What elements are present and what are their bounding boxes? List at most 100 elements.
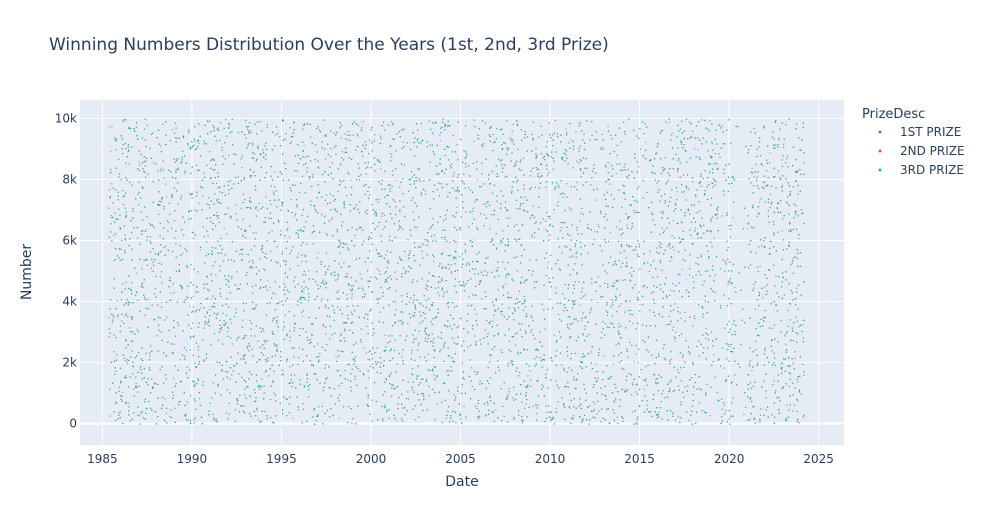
data-point xyxy=(594,231,596,233)
data-point xyxy=(553,334,555,336)
data-point xyxy=(596,413,598,415)
data-point xyxy=(657,143,659,145)
data-point xyxy=(645,141,647,143)
data-point xyxy=(317,252,319,254)
data-point xyxy=(190,337,192,339)
data-point xyxy=(189,305,191,307)
data-point xyxy=(595,363,597,365)
data-point xyxy=(303,145,305,147)
data-point xyxy=(302,315,304,317)
data-point xyxy=(539,172,541,174)
data-point xyxy=(570,139,572,141)
data-point xyxy=(122,391,124,393)
data-point xyxy=(165,412,167,414)
chart-title: Winning Numbers Distribution Over the Ye… xyxy=(49,35,609,55)
data-point xyxy=(138,161,140,163)
data-point xyxy=(380,168,382,170)
data-point xyxy=(292,417,294,419)
data-point xyxy=(670,290,672,292)
data-point xyxy=(615,172,617,174)
data-point xyxy=(108,317,110,319)
data-point xyxy=(798,238,800,240)
data-point xyxy=(331,216,333,218)
data-point xyxy=(494,209,496,211)
data-point xyxy=(597,223,599,225)
data-point xyxy=(160,145,162,147)
data-point xyxy=(677,306,679,308)
data-point xyxy=(199,307,201,309)
data-point xyxy=(547,267,549,269)
data-point xyxy=(635,353,637,355)
data-point xyxy=(384,334,386,336)
data-point xyxy=(538,177,540,179)
data-point xyxy=(135,272,137,274)
data-point xyxy=(161,302,163,304)
data-point xyxy=(166,196,168,198)
data-point xyxy=(449,241,451,243)
data-point xyxy=(389,350,391,352)
data-point xyxy=(456,206,458,208)
data-point xyxy=(367,358,369,360)
data-point xyxy=(439,140,441,142)
data-point xyxy=(570,249,572,251)
data-point xyxy=(522,224,524,226)
data-point xyxy=(424,190,426,192)
data-point xyxy=(759,422,761,424)
data-point xyxy=(308,270,310,272)
data-point xyxy=(384,214,386,216)
data-point xyxy=(459,256,461,258)
data-point xyxy=(470,305,472,307)
data-point xyxy=(439,295,441,297)
data-point xyxy=(371,363,373,365)
data-point xyxy=(619,337,621,339)
data-point xyxy=(132,340,134,342)
data-point xyxy=(179,359,181,361)
data-point xyxy=(567,142,569,144)
data-point xyxy=(490,320,492,322)
data-point xyxy=(199,249,201,251)
data-point xyxy=(555,407,557,409)
data-point xyxy=(192,237,194,239)
data-point xyxy=(433,260,435,262)
data-point xyxy=(732,217,734,219)
data-point xyxy=(257,419,259,421)
data-point xyxy=(676,191,678,193)
data-point xyxy=(476,178,478,180)
data-point xyxy=(347,171,349,173)
data-point xyxy=(785,201,787,203)
data-point xyxy=(192,295,194,297)
data-point xyxy=(216,212,218,214)
data-point xyxy=(632,323,634,325)
data-point xyxy=(694,148,696,150)
data-point xyxy=(557,313,559,315)
data-point xyxy=(178,158,180,160)
data-point xyxy=(711,143,713,145)
data-point xyxy=(597,301,599,303)
data-point xyxy=(385,378,387,380)
data-point xyxy=(350,179,352,181)
data-point xyxy=(111,125,113,127)
data-point xyxy=(602,355,604,357)
data-point xyxy=(168,221,170,223)
data-point xyxy=(612,363,614,365)
data-point xyxy=(182,253,184,255)
data-point xyxy=(396,179,398,181)
data-point xyxy=(610,231,612,233)
data-point xyxy=(340,334,342,336)
data-point xyxy=(581,319,583,321)
data-point xyxy=(170,292,172,294)
data-point xyxy=(505,283,507,285)
data-point xyxy=(533,236,535,238)
data-point xyxy=(439,134,441,136)
data-point xyxy=(681,268,683,270)
data-point xyxy=(218,198,220,200)
data-point xyxy=(582,333,584,335)
data-point xyxy=(326,134,328,136)
data-point xyxy=(781,230,783,232)
data-point xyxy=(709,415,711,417)
plot-area xyxy=(80,100,844,445)
data-point xyxy=(565,128,567,130)
data-point xyxy=(473,140,475,142)
data-point xyxy=(115,258,117,260)
data-point xyxy=(594,403,596,405)
